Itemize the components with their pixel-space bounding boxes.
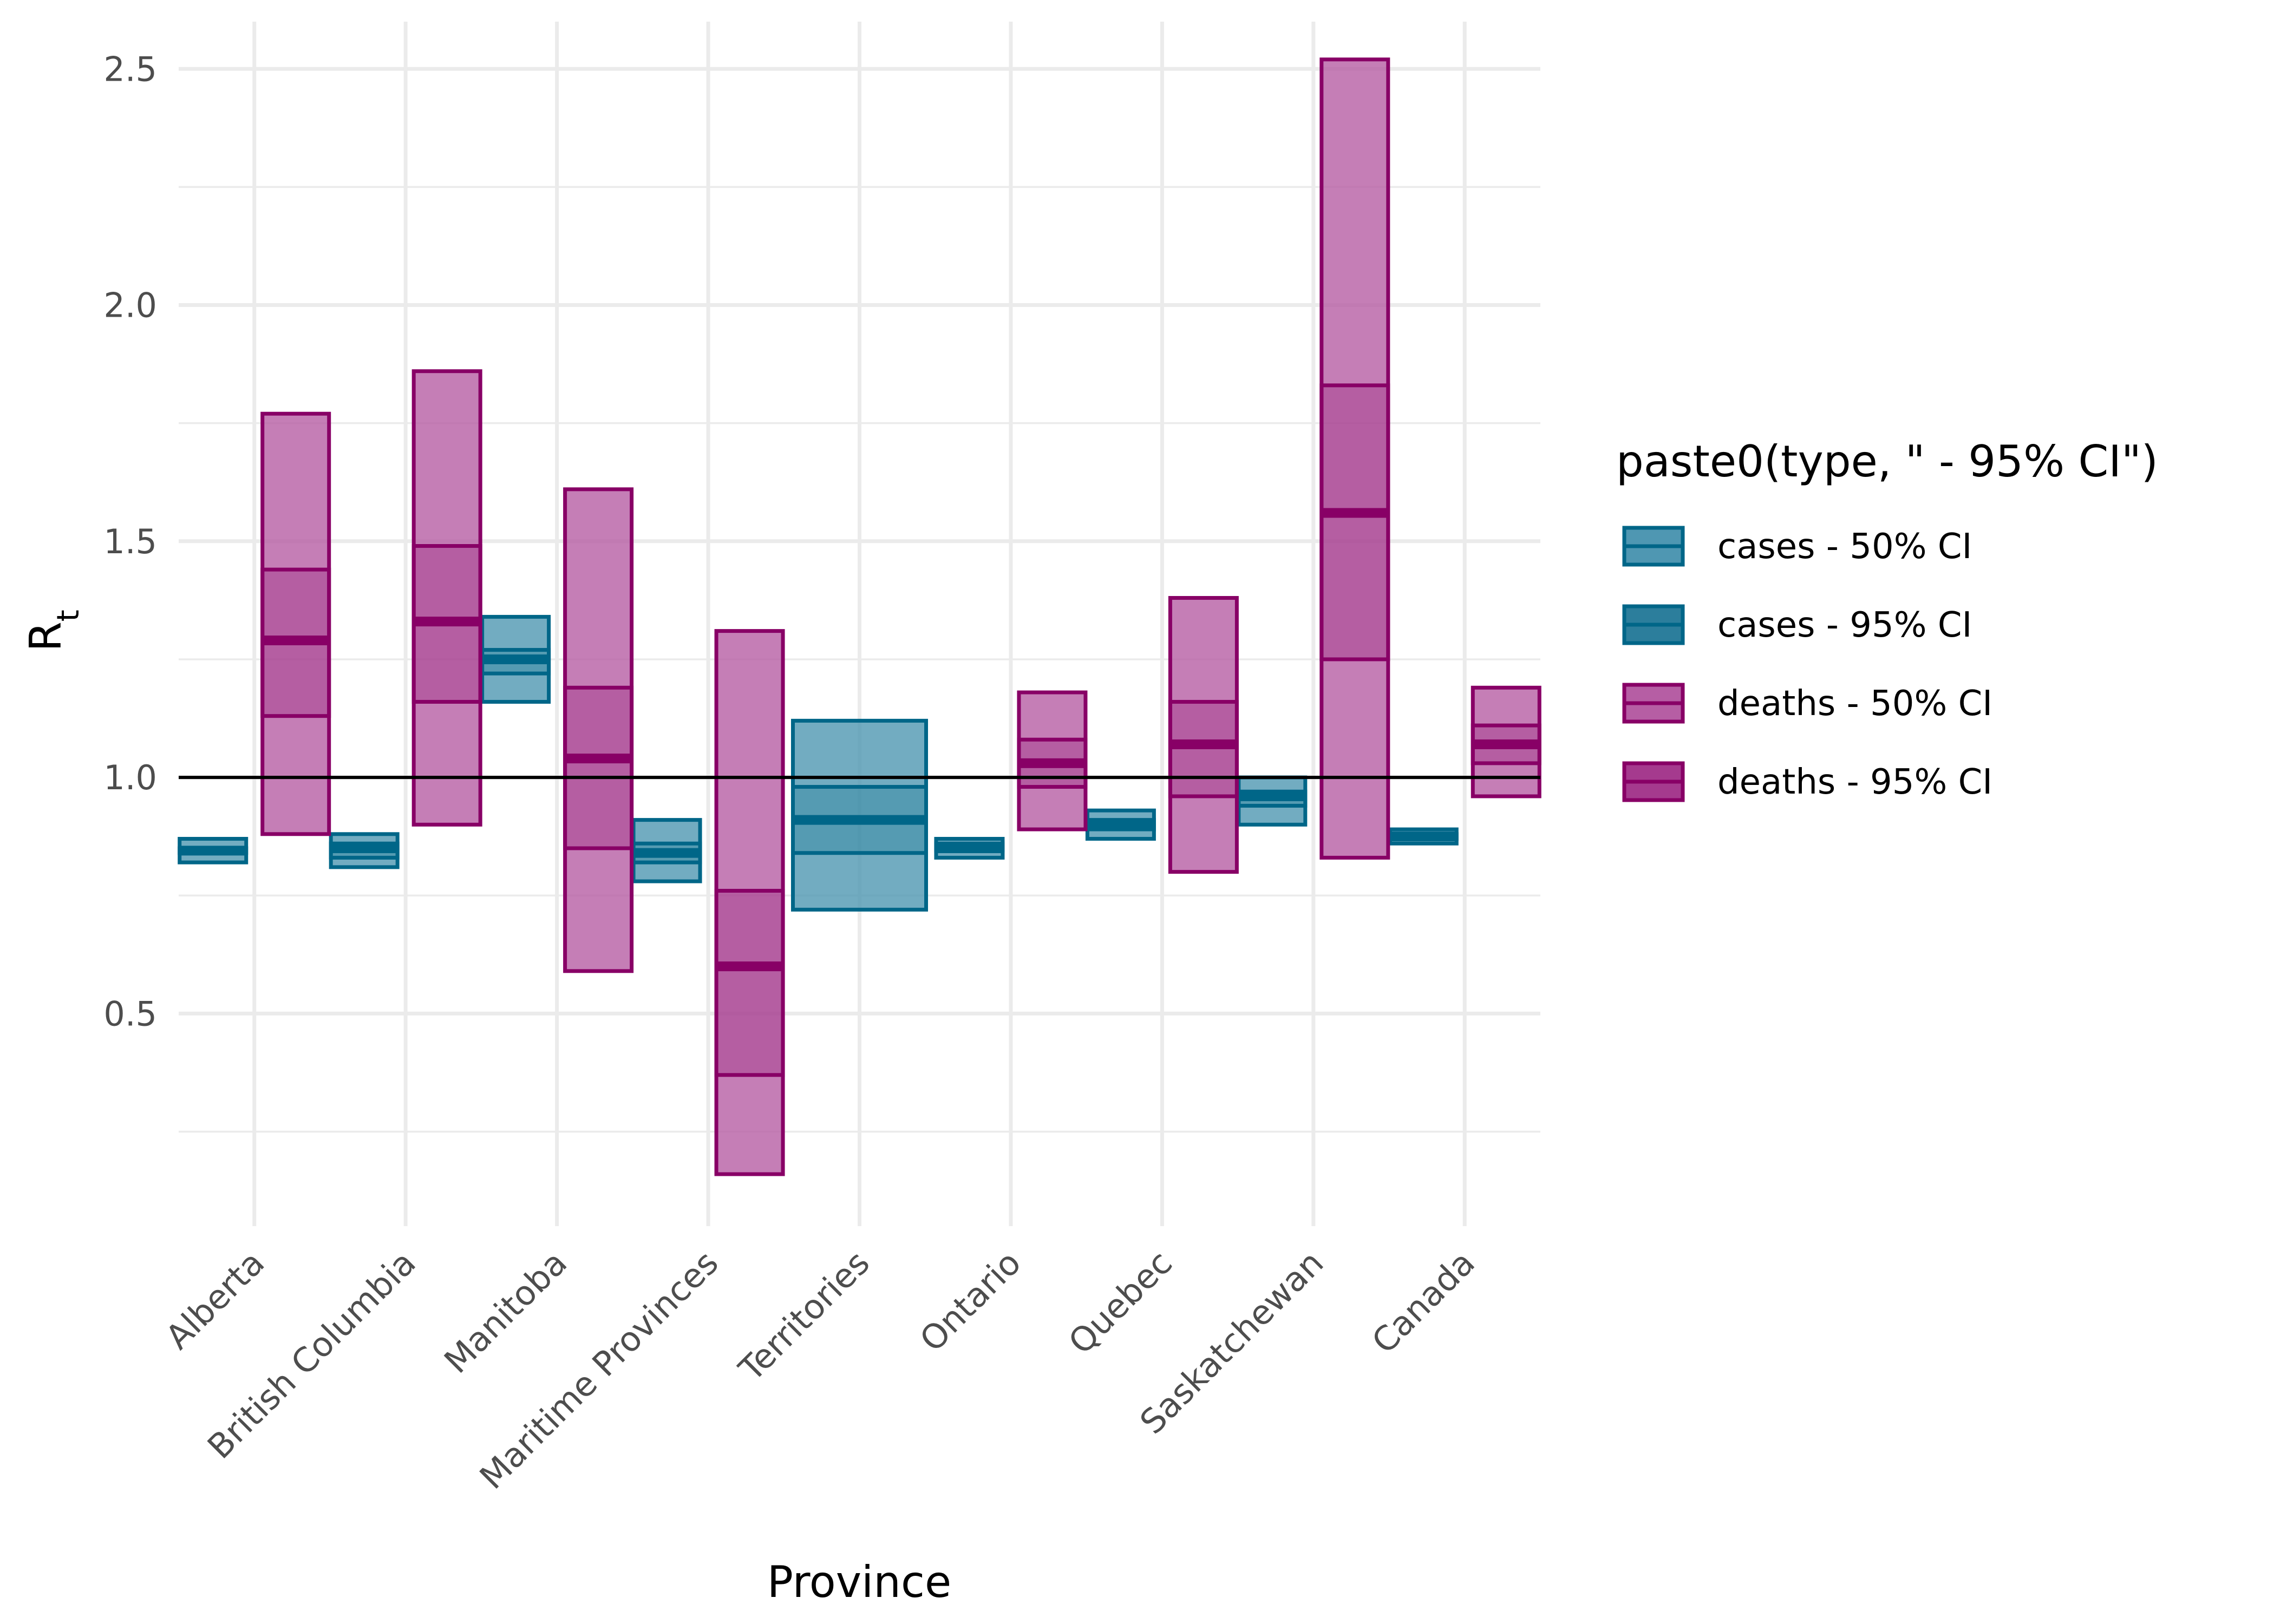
cases-crossbar-saskatchewan [1237,775,1308,827]
legend-label: deaths - 95% CI [1717,762,1992,802]
y-tick-label: 1.0 [103,758,157,797]
legend-title: paste0(type, " - 95% CI") [1616,436,2158,487]
deaths-crossbar-british-columbia [411,369,482,827]
cases-crossbar-maritime-provinces [631,818,702,883]
x-tick-label: Manitoba [436,1243,574,1381]
y-tick-label: 0.5 [103,994,157,1033]
legend: paste0(type, " - 95% CI") cases - 50% CI… [1616,436,2158,802]
legend-item: cases - 50% CI [1622,526,1972,567]
y-tick-label: 2.5 [103,49,157,89]
x-tick-label: Territories [731,1243,877,1389]
cases-crossbar-territories [791,718,928,912]
y-tick-label: 1.5 [103,522,157,561]
legend-label: deaths - 50% CI [1717,684,1992,724]
deaths-95-ci-box [563,487,634,973]
y-axis: 0.5 1.0 1.5 2.0 2.5 [103,49,157,1033]
cases-crossbar-canada [1388,827,1459,846]
y-axis-title-main: R [21,621,71,652]
deaths-50-ci-box [714,888,785,1077]
legend-items: cases - 50% CI cases - 95% CI deaths - 50%… [1622,526,1992,802]
plot-area [178,57,1541,1176]
deaths-crossbar-manitoba [563,487,634,973]
y-tick-label: 2.0 [103,286,157,325]
legend-label: cases - 95% CI [1717,605,1972,645]
deaths-50-ci-box [563,685,634,850]
deaths-95-ci-box [714,629,785,1176]
x-axis-title: Province [767,1557,951,1607]
cases-crossbar-alberta [178,837,249,865]
cases-crossbar-manitoba [480,614,551,704]
grid [179,22,1540,1226]
y-axis-title-subscript: t [51,610,86,621]
x-tick-label: Canada [1364,1243,1482,1361]
y-axis-title: Rt [21,610,86,652]
legend-item: deaths - 50% CI [1622,683,1992,724]
deaths-95-ci-box [1319,57,1390,860]
deaths-crossbar-maritime-provinces [714,629,785,1176]
deaths-crossbar-canada [1471,685,1541,798]
deaths-crossbar-saskatchewan [1319,57,1390,860]
legend-item: deaths - 95% CI [1622,761,1992,802]
cases-crossbar-quebec [1085,808,1156,841]
cases-crossbar-ontario [934,837,1005,860]
legend-label: cases - 50% CI [1717,527,1972,567]
cases-crossbar-british-columbia [329,832,400,869]
x-tick-label: Ontario [912,1243,1029,1359]
deaths-crossbar-alberta [260,411,331,836]
x-tick-label: Alberta [158,1243,272,1357]
legend-item: cases - 95% CI [1622,604,1972,645]
x-tick-label: Quebec [1061,1243,1180,1362]
deaths-50-ci-box [1319,383,1390,662]
deaths-crossbar-quebec [1168,596,1239,874]
deaths-crossbar-ontario [1017,690,1088,831]
deaths-95-ci-box [260,411,331,836]
